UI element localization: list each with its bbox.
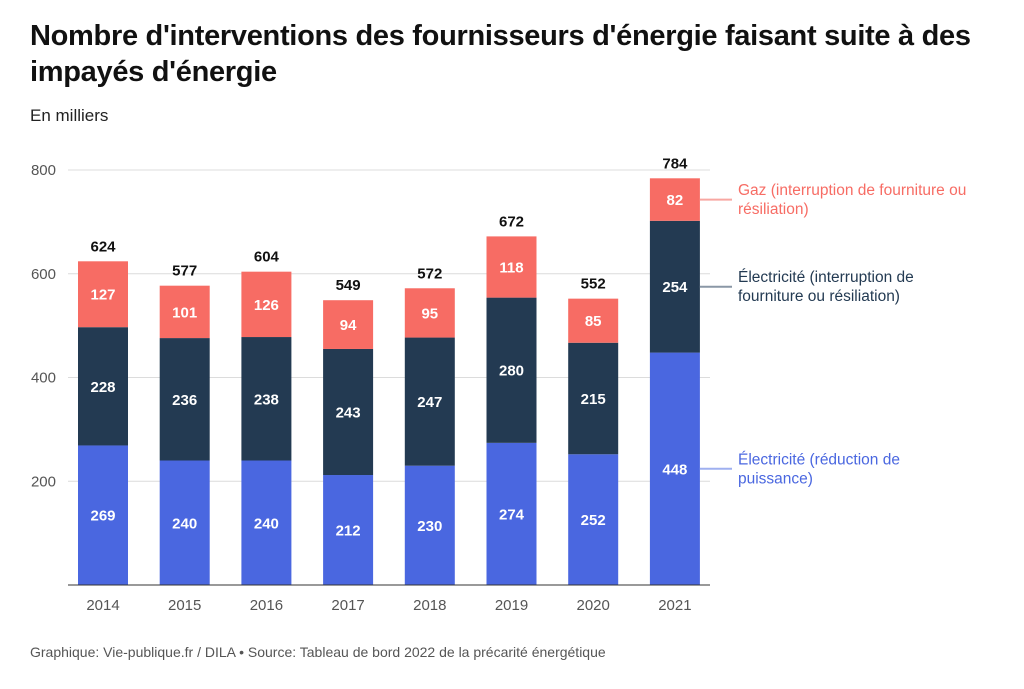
- data-label: 243: [336, 404, 361, 421]
- bar-segment: [568, 298, 619, 343]
- x-tick-label: 2016: [250, 597, 283, 614]
- total-label: 672: [499, 213, 524, 230]
- total-label: 549: [336, 277, 361, 294]
- bar-segment: [486, 297, 537, 443]
- data-label: 230: [417, 518, 442, 535]
- x-tick-label: 2020: [577, 597, 610, 614]
- data-label: 118: [499, 260, 523, 277]
- bar-segment: [568, 454, 619, 585]
- bar-segment: [159, 338, 210, 461]
- data-label: 274: [499, 506, 525, 523]
- legend-label: Électricité (interruption de: [738, 269, 914, 286]
- x-tick-label: 2019: [495, 597, 528, 614]
- y-tick-label: 400: [31, 370, 56, 387]
- chart-subtitle: En milliers: [30, 106, 109, 125]
- chart-title: Nombre d'interventions des fournisseurs …: [30, 20, 971, 88]
- bar-segment: [649, 220, 700, 353]
- bar-segment: [404, 337, 455, 466]
- total-label: 604: [254, 249, 280, 266]
- data-label: 94: [340, 317, 357, 334]
- x-tick-label: 2021: [658, 597, 691, 614]
- x-tick-label: 2017: [331, 597, 364, 614]
- bar-segment: [323, 348, 374, 476]
- y-tick-label: 800: [31, 162, 56, 179]
- bar-segment: [404, 288, 455, 338]
- bar-segment: [78, 261, 128, 328]
- total-label: 784: [662, 155, 688, 172]
- legend-label: Électricité (réduction de: [738, 451, 900, 468]
- data-label: 126: [254, 297, 279, 314]
- data-label: 254: [662, 279, 688, 296]
- data-label: 82: [667, 192, 684, 209]
- legend-label: fourniture ou résiliation): [738, 288, 900, 305]
- data-label: 215: [581, 391, 606, 408]
- data-label: 269: [90, 508, 115, 525]
- bar-segment: [404, 465, 455, 585]
- data-label: 212: [336, 523, 361, 540]
- x-tick-label: 2014: [86, 597, 119, 614]
- y-tick-label: 200: [31, 473, 56, 490]
- bar-segment: [241, 460, 292, 585]
- legend-label: résiliation): [738, 201, 809, 218]
- bar-segment: [241, 271, 292, 338]
- data-label: 127: [90, 287, 115, 304]
- legend-label: puissance): [738, 470, 813, 487]
- data-label: 280: [499, 363, 524, 380]
- data-label: 247: [417, 394, 442, 411]
- data-label: 95: [421, 305, 438, 322]
- bar-segment: [241, 337, 292, 461]
- data-label: 85: [585, 313, 602, 330]
- total-label: 552: [581, 276, 606, 293]
- bar-segment: [649, 352, 700, 585]
- x-tick-label: 2015: [168, 597, 201, 614]
- bar-segment: [78, 445, 128, 585]
- data-label: 448: [662, 461, 687, 478]
- bar-segment: [323, 300, 374, 349]
- data-label: 240: [172, 515, 197, 532]
- data-label: 228: [90, 379, 115, 396]
- bar-segment: [159, 285, 210, 339]
- bar-segment: [486, 442, 537, 585]
- bar-segment: [323, 475, 374, 585]
- chart-footer: Graphique: Vie-publique.fr / DILA • Sour…: [30, 644, 606, 660]
- legend-label: Gaz (interruption de fourniture ou: [738, 182, 966, 199]
- data-label: 252: [581, 512, 606, 529]
- bar-segment: [568, 342, 619, 455]
- total-label: 577: [172, 263, 197, 280]
- x-tick-label: 2018: [413, 597, 446, 614]
- data-label: 238: [254, 391, 279, 408]
- data-label: 236: [172, 392, 197, 409]
- y-tick-label: 600: [31, 266, 56, 283]
- bar-segment: [78, 327, 128, 446]
- total-label: 572: [417, 265, 442, 282]
- data-label: 240: [254, 515, 279, 532]
- bar-segment: [649, 178, 700, 221]
- bar-segment: [159, 460, 210, 585]
- bar-segment: [486, 236, 537, 298]
- total-label: 624: [90, 238, 116, 255]
- data-label: 101: [172, 304, 197, 321]
